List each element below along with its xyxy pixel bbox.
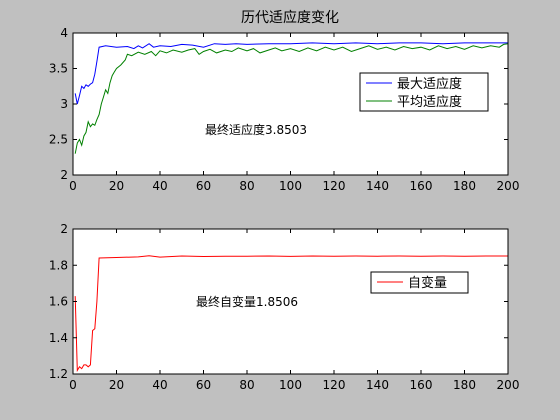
- x-tick-label: 80: [239, 378, 254, 392]
- y-tick-label: 1.2: [49, 367, 68, 381]
- y-tick-label: 1.8: [49, 258, 68, 272]
- x-tick-label: 40: [152, 378, 167, 392]
- x-tick-label: 140: [366, 179, 389, 193]
- y-tick-label: 2.5: [49, 133, 68, 147]
- x-tick-label: 20: [109, 179, 124, 193]
- legend-label: 自变量: [408, 275, 447, 291]
- bottom-plot: 0 20 40 60 80 100 120 140 160 180 200 1.2 1.4 1.6 1.8 2…: [49, 222, 520, 392]
- x-tick-label: 180: [453, 378, 476, 392]
- legend-label: 平均适应度: [397, 94, 462, 110]
- x-tick-label: 60: [196, 179, 211, 193]
- x-tick-label: 20: [109, 378, 124, 392]
- y-tick-label: 2: [60, 168, 68, 182]
- x-tick-label: 160: [410, 179, 433, 193]
- x-tick-label: 200: [497, 179, 520, 193]
- plot-area: [73, 229, 508, 374]
- figure-title: 历代适应度变化: [241, 9, 339, 26]
- x-tick-label: 40: [152, 179, 167, 193]
- x-tick-label: 60: [196, 378, 211, 392]
- x-tick-label: 80: [239, 179, 254, 193]
- x-tick-label: 100: [279, 179, 302, 193]
- y-tick-label: 1.6: [49, 295, 68, 309]
- x-tick-label: 120: [323, 179, 346, 193]
- legend-label: 最大适应度: [397, 76, 462, 92]
- y-tick-label: 2: [60, 222, 68, 236]
- x-tick-label: 100: [279, 378, 302, 392]
- y-tick-label: 4: [60, 26, 68, 40]
- x-tick-label: 180: [453, 179, 476, 193]
- top-plot: 0 20 40 60 80 100 120 140 160 180 200 2 2.5 3 3.5 4 最终适应…: [49, 26, 520, 193]
- legend-box: [370, 271, 469, 294]
- annotation-text: 最终自变量1.8506: [196, 294, 298, 309]
- x-tick-label: 140: [366, 378, 389, 392]
- series-line: [74, 255, 508, 373]
- x-tick-label: 0: [69, 179, 77, 193]
- legend-box: [359, 72, 489, 112]
- x-tick-label: 0: [69, 378, 77, 392]
- y-tick-label: 1.4: [49, 331, 68, 345]
- x-tick-label: 120: [323, 378, 346, 392]
- annotation-text: 最终适应度3.8503: [205, 122, 307, 137]
- x-tick-label: 200: [497, 378, 520, 392]
- y-tick-label: 3: [60, 97, 68, 111]
- x-tick-label: 160: [410, 378, 433, 392]
- series-line: [74, 42, 508, 105]
- series-line: [74, 43, 509, 154]
- y-tick-label: 3.5: [49, 62, 68, 76]
